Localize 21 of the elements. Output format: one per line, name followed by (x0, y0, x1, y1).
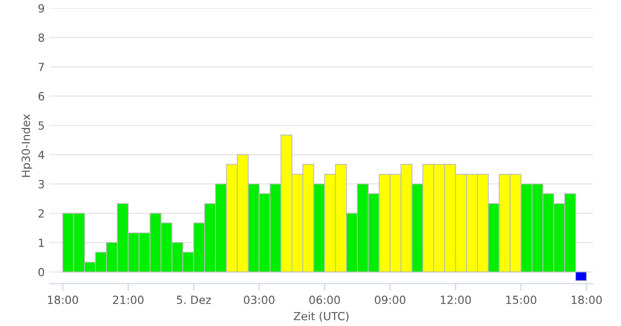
x-axis-title: Zeit (UTC) (294, 312, 348, 322)
y-tick-label: 6 (38, 92, 44, 100)
x-tick-label: 21:00 (113, 296, 144, 304)
y-tick-label: 0 (38, 268, 44, 276)
y-tick-label: 2 (38, 209, 44, 218)
y-tick-label: 7 (38, 62, 44, 71)
x-tick-label: 5. Dez (176, 296, 211, 304)
x-tick-label: 03:00 (244, 296, 274, 304)
y-tick-label: 9 (38, 4, 44, 13)
x-tick-label: 18:00 (48, 296, 78, 304)
x-tick-label: 15:00 (506, 296, 536, 304)
y-tick-label: 3 (38, 180, 44, 188)
y-tick-label: 5 (38, 121, 44, 130)
x-tick-label: 12:00 (440, 296, 471, 304)
x-tick-label: 06:00 (309, 296, 340, 304)
y-tick-label: 1 (38, 238, 44, 247)
x-tick-label: 18:00 (572, 296, 602, 304)
y-axis-title: Hp30-Index (21, 114, 32, 177)
x-tick-label: 09:00 (374, 296, 406, 304)
y-tick-label: 4 (38, 150, 44, 159)
y-tick-label: 8 (38, 33, 44, 42)
